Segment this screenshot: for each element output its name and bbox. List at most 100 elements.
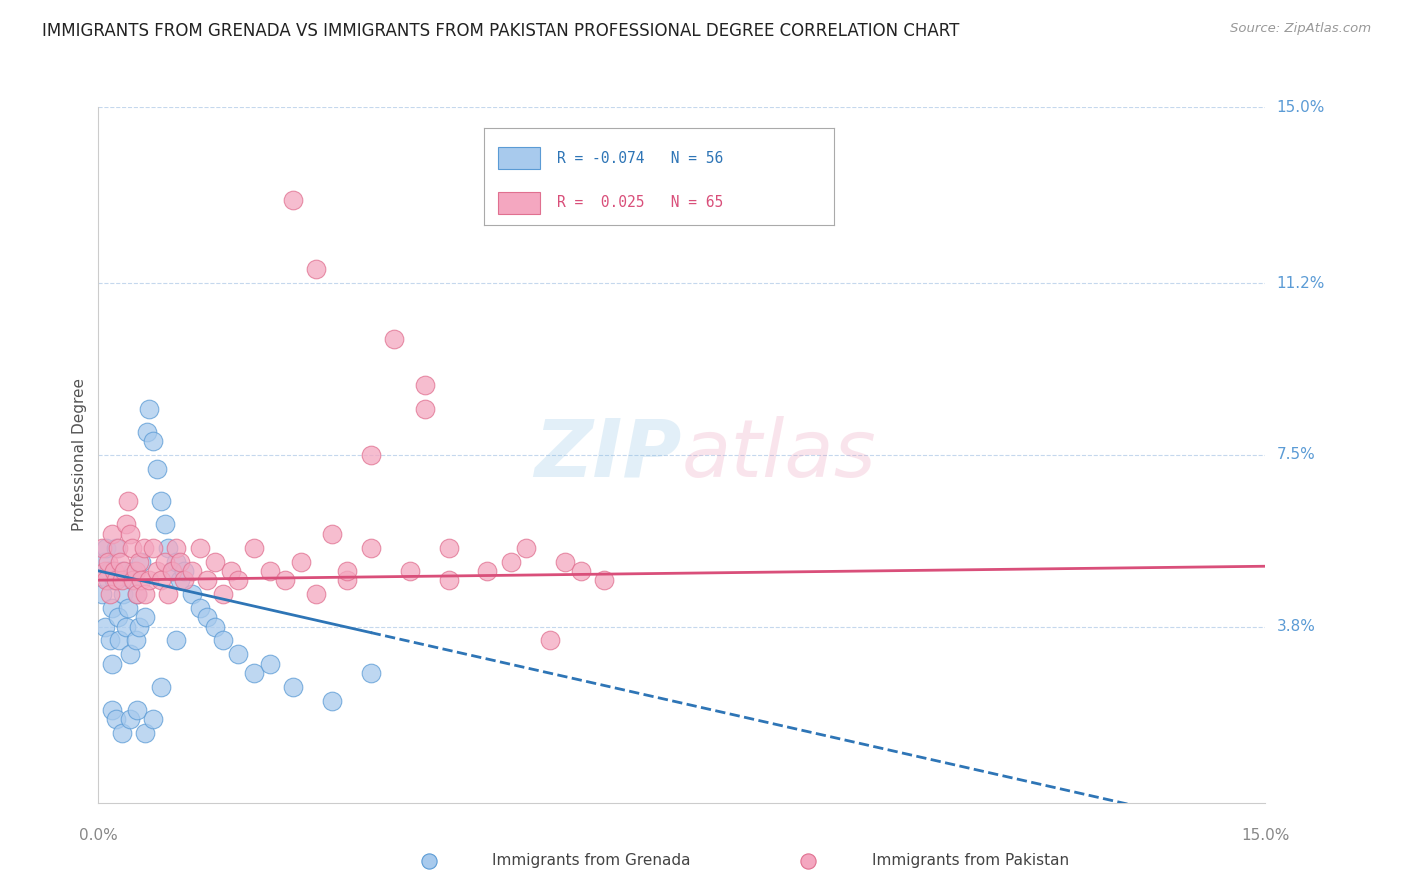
Text: Immigrants from Grenada: Immigrants from Grenada bbox=[492, 854, 690, 868]
Point bbox=[173, 573, 195, 587]
Point bbox=[142, 434, 165, 448]
Point bbox=[153, 555, 176, 569]
Point bbox=[418, 854, 440, 868]
Point bbox=[569, 564, 592, 578]
Text: Immigrants from Pakistan: Immigrants from Pakistan bbox=[872, 854, 1069, 868]
Point bbox=[125, 564, 148, 578]
Point bbox=[104, 712, 127, 726]
Point bbox=[149, 494, 172, 508]
Point bbox=[112, 587, 135, 601]
Point bbox=[134, 610, 156, 624]
Point bbox=[93, 564, 115, 578]
Point bbox=[128, 619, 150, 633]
Point bbox=[499, 555, 522, 569]
Point bbox=[413, 378, 436, 392]
Text: 7.5%: 7.5% bbox=[1277, 448, 1315, 462]
Point bbox=[118, 648, 141, 662]
Point bbox=[117, 494, 139, 508]
Point bbox=[554, 555, 576, 569]
Point bbox=[188, 541, 211, 555]
Point bbox=[104, 573, 127, 587]
Point bbox=[165, 633, 187, 648]
Point bbox=[114, 517, 136, 532]
Point bbox=[98, 564, 121, 578]
Point bbox=[125, 633, 148, 648]
Point bbox=[165, 541, 187, 555]
Point bbox=[122, 573, 145, 587]
Point bbox=[128, 555, 150, 569]
Point bbox=[281, 680, 304, 694]
Point bbox=[162, 564, 184, 578]
Point bbox=[195, 610, 218, 624]
Point bbox=[111, 573, 134, 587]
Point bbox=[97, 573, 120, 587]
Point bbox=[138, 401, 160, 416]
Point bbox=[108, 633, 131, 648]
Point bbox=[360, 541, 382, 555]
Text: IMMIGRANTS FROM GRENADA VS IMMIGRANTS FROM PAKISTAN PROFESSIONAL DEGREE CORRELAT: IMMIGRANTS FROM GRENADA VS IMMIGRANTS FR… bbox=[42, 22, 959, 40]
Text: 15.0%: 15.0% bbox=[1277, 100, 1324, 114]
Point bbox=[173, 564, 195, 578]
Point bbox=[118, 712, 141, 726]
Point bbox=[219, 564, 242, 578]
Point bbox=[134, 726, 156, 740]
Point bbox=[142, 541, 165, 555]
Point bbox=[121, 573, 143, 587]
Point bbox=[153, 517, 176, 532]
Point bbox=[93, 619, 115, 633]
Point bbox=[290, 555, 312, 569]
Point bbox=[243, 665, 266, 680]
Point bbox=[188, 601, 211, 615]
Point bbox=[96, 541, 118, 555]
Point bbox=[321, 694, 343, 708]
Point bbox=[122, 564, 145, 578]
Point bbox=[212, 587, 235, 601]
Text: 15.0%: 15.0% bbox=[1241, 828, 1289, 843]
Point bbox=[382, 332, 405, 346]
Point bbox=[538, 633, 561, 648]
Point bbox=[162, 564, 184, 578]
Point bbox=[305, 262, 328, 277]
Point bbox=[228, 648, 250, 662]
Point bbox=[103, 573, 125, 587]
Point bbox=[169, 573, 191, 587]
Point bbox=[97, 555, 120, 569]
Y-axis label: Professional Degree: Professional Degree bbox=[72, 378, 87, 532]
Point bbox=[797, 854, 820, 868]
Point bbox=[129, 555, 152, 569]
Point bbox=[336, 564, 359, 578]
Point bbox=[101, 657, 124, 671]
Point bbox=[118, 526, 141, 541]
Point bbox=[149, 573, 172, 587]
Point bbox=[321, 526, 343, 541]
Text: 3.8%: 3.8% bbox=[1277, 619, 1316, 634]
Text: 0.0%: 0.0% bbox=[79, 828, 118, 843]
Point bbox=[146, 462, 169, 476]
Point bbox=[204, 619, 226, 633]
Point bbox=[437, 541, 460, 555]
Point bbox=[149, 680, 172, 694]
Point bbox=[127, 703, 149, 717]
Point bbox=[134, 587, 156, 601]
Point bbox=[259, 564, 281, 578]
Point bbox=[165, 555, 187, 569]
Point bbox=[91, 587, 114, 601]
Point bbox=[243, 541, 266, 555]
Point bbox=[515, 541, 537, 555]
Point bbox=[93, 555, 115, 569]
Point bbox=[104, 541, 127, 555]
Point bbox=[477, 564, 499, 578]
Point bbox=[121, 541, 143, 555]
Point bbox=[169, 555, 191, 569]
Point bbox=[107, 541, 129, 555]
Point bbox=[112, 564, 135, 578]
Point bbox=[274, 573, 297, 587]
Point bbox=[259, 657, 281, 671]
Point bbox=[180, 564, 202, 578]
Point bbox=[212, 633, 235, 648]
Point bbox=[157, 587, 180, 601]
Point bbox=[305, 587, 328, 601]
Point bbox=[398, 564, 420, 578]
Point bbox=[135, 425, 157, 439]
Point bbox=[108, 555, 131, 569]
